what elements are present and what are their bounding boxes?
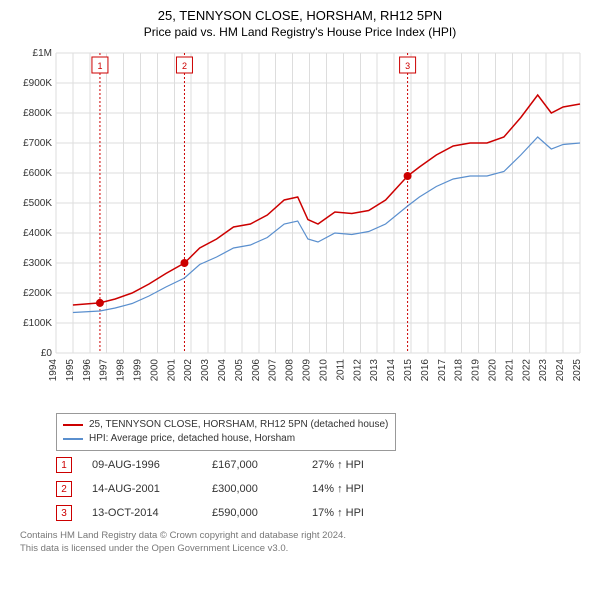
svg-text:2018: 2018 <box>454 359 465 382</box>
svg-text:£100K: £100K <box>23 318 52 329</box>
chart-svg: £0 £100K £200K £300K £400K £500K £600K £700K £80… <box>10 47 590 407</box>
svg-text:2012: 2012 <box>352 359 363 382</box>
svg-text:2023: 2023 <box>538 359 549 382</box>
svg-text:2022: 2022 <box>521 359 532 382</box>
legend-swatch <box>63 438 83 440</box>
event-number-box: 1 <box>56 457 72 473</box>
svg-text:2008: 2008 <box>285 359 296 382</box>
svg-text:1994: 1994 <box>48 359 59 382</box>
svg-text:2021: 2021 <box>504 359 515 382</box>
svg-text:2007: 2007 <box>268 359 279 382</box>
chart-container: 25, TENNYSON CLOSE, HORSHAM, RH12 5PN Pr… <box>0 0 600 563</box>
svg-text:1996: 1996 <box>82 359 93 382</box>
svg-text:1: 1 <box>97 61 102 71</box>
event-date: 13-OCT-2014 <box>92 507 192 519</box>
svg-text:2025: 2025 <box>572 359 583 382</box>
event-date: 14-AUG-2001 <box>92 483 192 495</box>
event-table: 1 09-AUG-1996 £167,000 27% ↑ HPI 2 14-AUG-200… <box>56 457 590 521</box>
svg-text:2005: 2005 <box>234 359 245 382</box>
svg-text:2011: 2011 <box>335 359 346 381</box>
svg-text:2019: 2019 <box>471 359 482 382</box>
svg-text:2016: 2016 <box>420 359 431 382</box>
attribution-footer: Contains HM Land Registry data © Crown c… <box>20 529 590 555</box>
y-axis-labels: £0 £100K £200K £300K £400K £500K £600K £700K £80… <box>23 48 52 359</box>
event-row: 1 09-AUG-1996 £167,000 27% ↑ HPI <box>56 457 590 473</box>
svg-text:£300K: £300K <box>23 258 52 269</box>
svg-text:2009: 2009 <box>302 359 313 382</box>
svg-text:£400K: £400K <box>23 228 52 239</box>
svg-text:£200K: £200K <box>23 288 52 299</box>
svg-text:2010: 2010 <box>318 359 329 382</box>
chart-plot-area: £0 £100K £200K £300K £400K £500K £600K £700K £80… <box>10 47 590 407</box>
svg-text:£0: £0 <box>41 348 53 359</box>
event-number-box: 3 <box>56 505 72 521</box>
legend: 25, TENNYSON CLOSE, HORSHAM, RH12 5PN (d… <box>56 413 396 451</box>
x-axis-labels: 1994 1995 1996 1997 1998 1999 2000 2001 2002 2003… <box>48 359 583 382</box>
svg-text:2013: 2013 <box>369 359 380 382</box>
event-pct: 27% ↑ HPI <box>312 459 402 471</box>
chart-title: 25, TENNYSON CLOSE, HORSHAM, RH12 5PN <box>10 8 590 23</box>
legend-row: 25, TENNYSON CLOSE, HORSHAM, RH12 5PN (d… <box>63 418 389 432</box>
event-row: 2 14-AUG-2001 £300,000 14% ↑ HPI <box>56 481 590 497</box>
event-price: £167,000 <box>212 459 292 471</box>
footer-line-2: This data is licensed under the Open Gov… <box>20 542 590 555</box>
event-number-box: 2 <box>56 481 72 497</box>
gridlines <box>56 53 580 353</box>
event-price: £300,000 <box>212 483 292 495</box>
svg-text:1999: 1999 <box>133 359 144 382</box>
svg-text:2: 2 <box>182 61 187 71</box>
svg-text:1997: 1997 <box>99 359 110 382</box>
footer-line-1: Contains HM Land Registry data © Crown c… <box>20 529 590 542</box>
svg-text:£600K: £600K <box>23 168 52 179</box>
event-pct: 17% ↑ HPI <box>312 507 402 519</box>
svg-text:2006: 2006 <box>251 359 262 382</box>
svg-text:£1M: £1M <box>33 48 52 59</box>
svg-text:2015: 2015 <box>403 359 414 382</box>
svg-text:£700K: £700K <box>23 138 52 149</box>
legend-label: 25, TENNYSON CLOSE, HORSHAM, RH12 5PN (d… <box>89 418 388 432</box>
legend-swatch <box>63 424 83 426</box>
svg-text:£900K: £900K <box>23 78 52 89</box>
svg-text:£500K: £500K <box>23 198 52 209</box>
svg-text:2014: 2014 <box>386 359 397 382</box>
svg-text:1995: 1995 <box>65 359 76 382</box>
svg-text:2003: 2003 <box>200 359 211 382</box>
event-pct: 14% ↑ HPI <box>312 483 402 495</box>
svg-text:£800K: £800K <box>23 108 52 119</box>
legend-label: HPI: Average price, detached house, Hors… <box>89 432 295 446</box>
event-row: 3 13-OCT-2014 £590,000 17% ↑ HPI <box>56 505 590 521</box>
svg-text:2004: 2004 <box>217 359 228 382</box>
svg-text:1998: 1998 <box>116 359 127 382</box>
event-price: £590,000 <box>212 507 292 519</box>
svg-text:2017: 2017 <box>437 359 448 382</box>
event-date: 09-AUG-1996 <box>92 459 192 471</box>
svg-text:2020: 2020 <box>487 359 498 382</box>
svg-text:2002: 2002 <box>183 359 194 382</box>
chart-subtitle: Price paid vs. HM Land Registry's House … <box>10 25 590 39</box>
svg-text:3: 3 <box>405 61 410 71</box>
svg-text:2001: 2001 <box>166 359 177 382</box>
svg-text:2000: 2000 <box>149 359 160 382</box>
legend-row: HPI: Average price, detached house, Hors… <box>63 432 389 446</box>
svg-text:2024: 2024 <box>555 359 566 382</box>
